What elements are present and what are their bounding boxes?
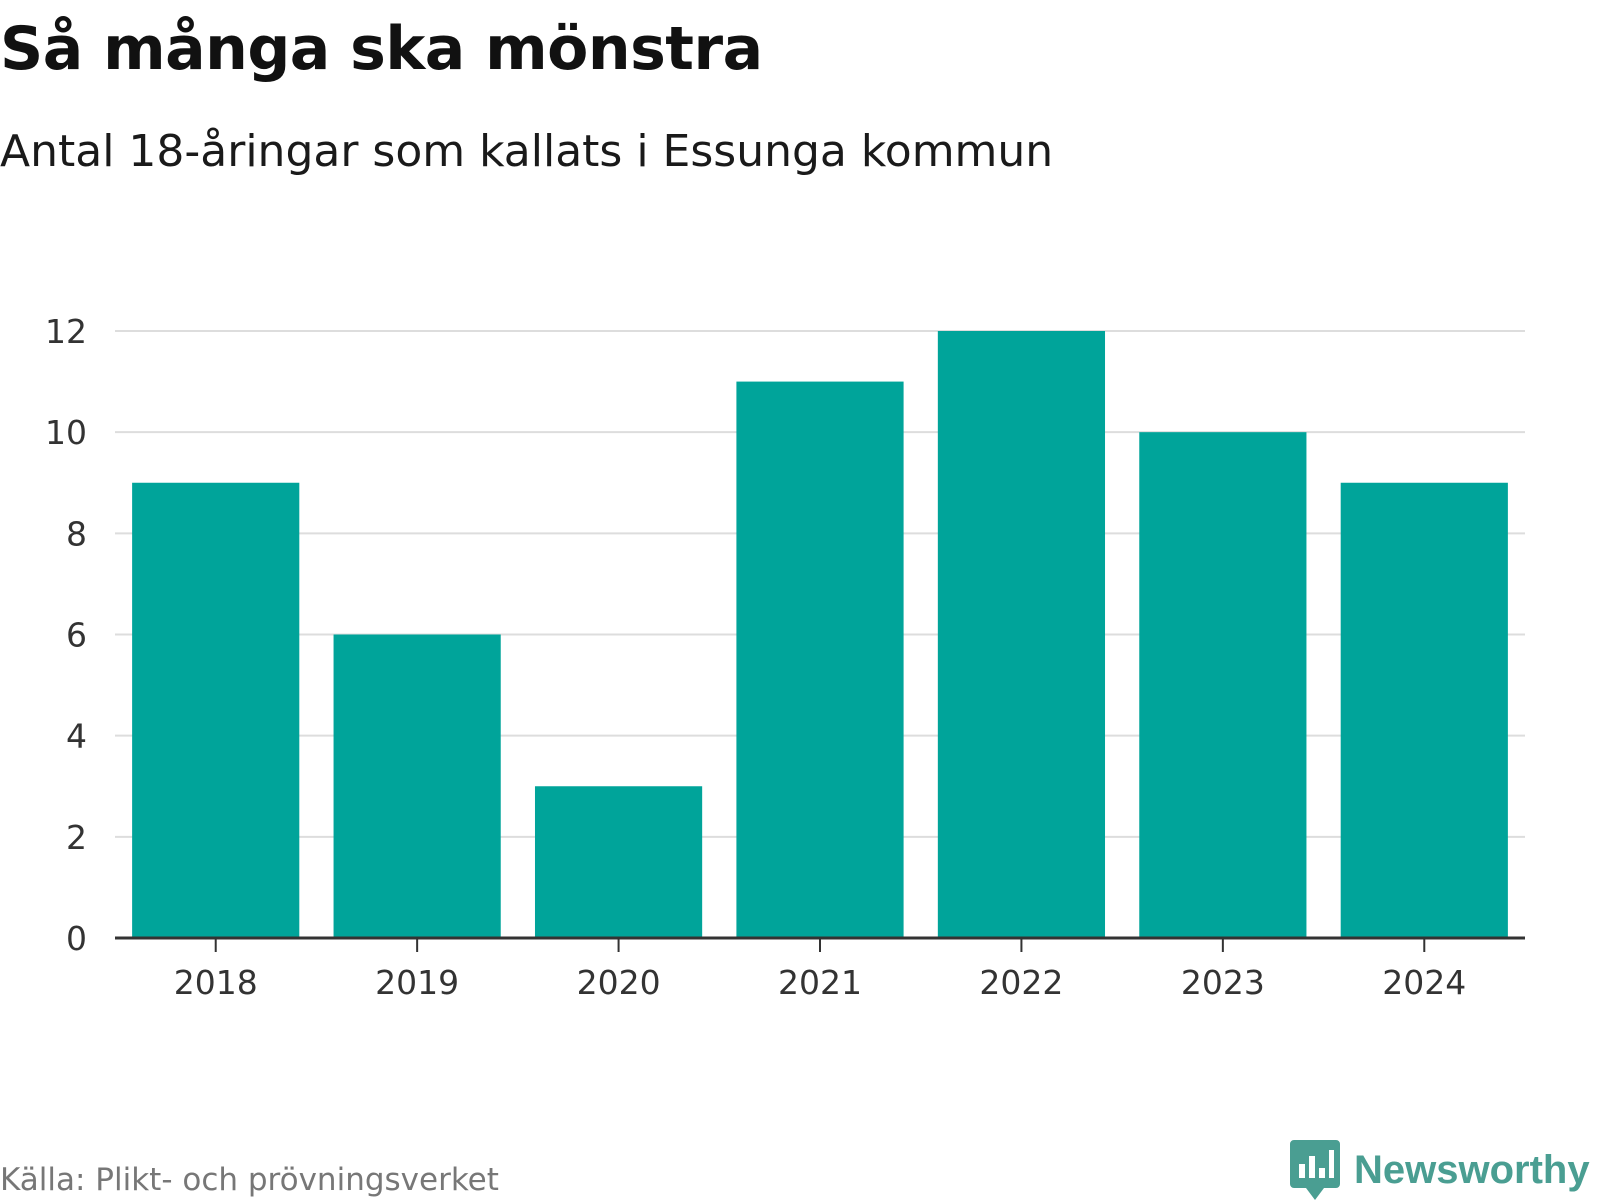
x-tick-label-2019: 2019 — [375, 963, 459, 1002]
y-tick-label-0: 0 — [66, 919, 87, 958]
bar-2019[interactable] — [333, 634, 501, 939]
bar-2022[interactable] — [937, 331, 1106, 938]
x-axis — [115, 936, 1525, 952]
bar-2024[interactable] — [1340, 482, 1508, 938]
y-tick-label-10: 10 — [45, 413, 87, 452]
x-tick-label-2023: 2023 — [1181, 963, 1265, 1002]
brand-logo-group[interactable]: Newsworthy — [1290, 1140, 1590, 1200]
x-tick-label-2020: 2020 — [577, 963, 661, 1002]
bar-2023[interactable] — [1139, 432, 1307, 938]
bar-2021[interactable] — [736, 381, 904, 938]
chart-subtitle: Antal 18-åringar som kallats i Essunga k… — [0, 126, 1054, 177]
y-tick-label-4: 4 — [66, 717, 87, 756]
y-tick-label-8: 8 — [66, 514, 87, 553]
bar-2020[interactable] — [534, 786, 703, 938]
newsworthy-logo-icon — [1290, 1140, 1340, 1200]
x-tick-label-2022: 2022 — [979, 963, 1063, 1002]
y-tick-label-12: 12 — [45, 312, 87, 351]
x-tick-label-2021: 2021 — [778, 963, 862, 1002]
y-axis-labels: 0 2 4 6 8 10 12 — [45, 312, 87, 958]
source-note: Källa: Plikt- och prövningsverket — [0, 1162, 499, 1198]
y-tick-label-2: 2 — [66, 818, 87, 857]
brand-name: Newsworthy — [1354, 1147, 1590, 1192]
bar-chart: 0 2 4 6 8 10 12 2018 2019 2020 2021 2022 2023 2024 — [45, 312, 1525, 1002]
x-axis-labels: 2018 2019 2020 2021 2022 2023 2024 — [174, 963, 1467, 1002]
bars — [132, 331, 1508, 938]
y-tick-label-6: 6 — [66, 616, 87, 655]
chart-title: Så många ska mönstra — [0, 14, 763, 84]
bar-2018[interactable] — [132, 482, 300, 938]
x-tick-label-2018: 2018 — [174, 963, 258, 1002]
x-tick-label-2024: 2024 — [1382, 963, 1466, 1002]
